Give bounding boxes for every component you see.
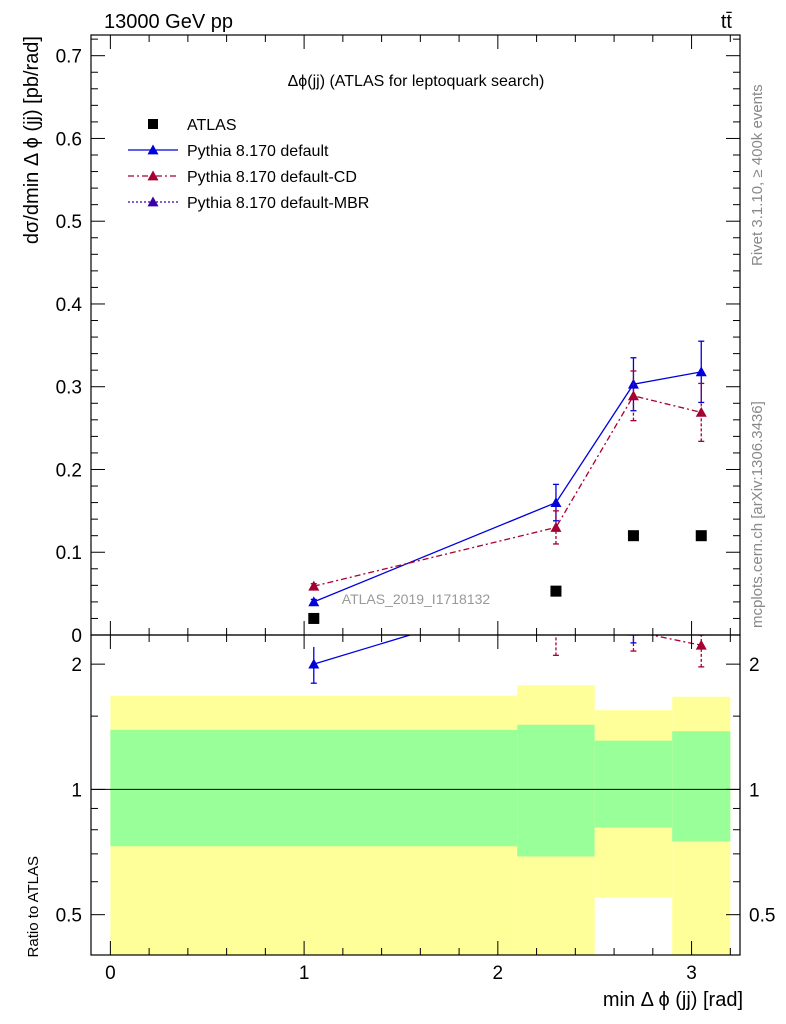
ratio-inner-band	[517, 724, 595, 857]
series-2-ratio-point-group	[695, 639, 707, 650]
ratio-y-tick-label-right: 1	[749, 780, 760, 801]
ratio-series-layer	[308, 608, 707, 684]
series-1-line	[313, 371, 702, 603]
legend-label-1: Pythia 8.170 default	[187, 143, 329, 160]
ratio-inner-band	[672, 731, 731, 842]
series-0-point	[550, 585, 562, 597]
y-axis-label: dσ/dmin Δ ϕ (jj) [pb/rad]	[21, 36, 43, 244]
series-2-ratio-point	[627, 635, 639, 636]
ratio-uncertainty-bands	[110, 685, 731, 955]
x-tick-label: 3	[686, 963, 697, 984]
y-tick-label: 0.1	[56, 543, 82, 564]
series-2-point	[695, 406, 707, 417]
series-2-line	[313, 395, 702, 587]
legend-marker-3	[147, 196, 159, 207]
main-series-layer	[308, 340, 707, 624]
legend-label-2: Pythia 8.170 default-CD	[187, 169, 357, 186]
series-1-ratio-point	[308, 658, 320, 669]
series-2-ratio-point	[695, 639, 707, 650]
y-tick-label: 0.2	[56, 460, 82, 481]
y-tick-label: 0.6	[56, 129, 82, 150]
y-tick-label: 0.3	[56, 378, 82, 399]
ratio-y-tick-label-left: 2	[71, 655, 82, 676]
series-1-ratio-point	[628, 618, 639, 628]
series-1-point	[308, 596, 320, 607]
x-tick-label: 1	[299, 963, 310, 984]
x-axis-label: min Δ ϕ (jj) [rad]	[603, 989, 743, 1011]
legend-marker-0	[148, 119, 158, 129]
series-2-ratio-point-group	[627, 635, 639, 636]
ratio-y-tick-label-left: 1	[71, 780, 82, 801]
series-2-point	[550, 521, 562, 532]
legend-label-3: Pythia 8.170 default-MBR	[187, 195, 369, 212]
ratio-y-tick-label-left: 0.5	[56, 906, 82, 927]
rivet-version-label: Rivet 3.1.10, ≥ 400k events	[749, 84, 766, 266]
legend-marker-1	[147, 144, 159, 155]
legend-label-0: ATLAS	[187, 117, 237, 134]
series-2-point	[627, 390, 639, 401]
series-2-ratio-point-group	[550, 622, 561, 632]
y-tick-label: 0.5	[56, 212, 82, 233]
ratio-y-axis-label: Ratio to ATLAS	[25, 856, 42, 957]
y-tick-label: 0.4	[56, 295, 83, 316]
header-right-label: tt̄	[721, 11, 733, 33]
series-0-point	[695, 530, 707, 542]
series-1-ratio-point-group	[308, 658, 320, 669]
series-2-ratio-point	[550, 622, 561, 632]
series-0-point	[627, 530, 639, 542]
legend: ATLAS Pythia 8.170 default Pythia 8.170 de…	[128, 117, 369, 212]
ratio-inner-band	[594, 740, 673, 828]
axes-layer: 0 0.1 0.2 0.3 0.4 0.5 0.6 0.7 0 1 2 3 0.5 0.5 1 1 2 2	[56, 35, 775, 984]
series-1-point	[550, 497, 562, 507]
ratio-plot-frame	[90, 634, 741, 956]
x-tick-label: 2	[493, 963, 504, 984]
series-1-ratio-point-group	[628, 618, 639, 628]
series-0-point	[308, 612, 320, 624]
series-1-ratio-point-group	[696, 608, 707, 618]
ratio-inner-band	[110, 729, 518, 847]
series-2-point	[308, 580, 320, 591]
header-left-label: 13000 GeV pp	[104, 11, 233, 33]
legend-marker-2	[147, 170, 159, 181]
main-plot-area: Δϕ(jj) (ATLAS for leptoquark search) ATL…	[288, 73, 545, 607]
analysis-watermark: ATLAS_2019_I1718132	[342, 591, 491, 607]
series-1-point	[695, 366, 707, 377]
x-tick-label: 0	[105, 963, 116, 984]
series-1-ratio-point	[696, 608, 707, 618]
y-tick-label: 0	[71, 626, 82, 647]
plot-title: Δϕ(jj) (ATLAS for leptoquark search)	[288, 73, 545, 90]
mcplots-label: mcplots.cern.ch [arXiv:1306.3436]	[749, 401, 766, 628]
ratio-y-tick-label-right: 2	[749, 655, 760, 676]
ratio-y-tick-label-right: 0.5	[749, 906, 775, 927]
y-tick-label: 0.7	[56, 47, 82, 68]
